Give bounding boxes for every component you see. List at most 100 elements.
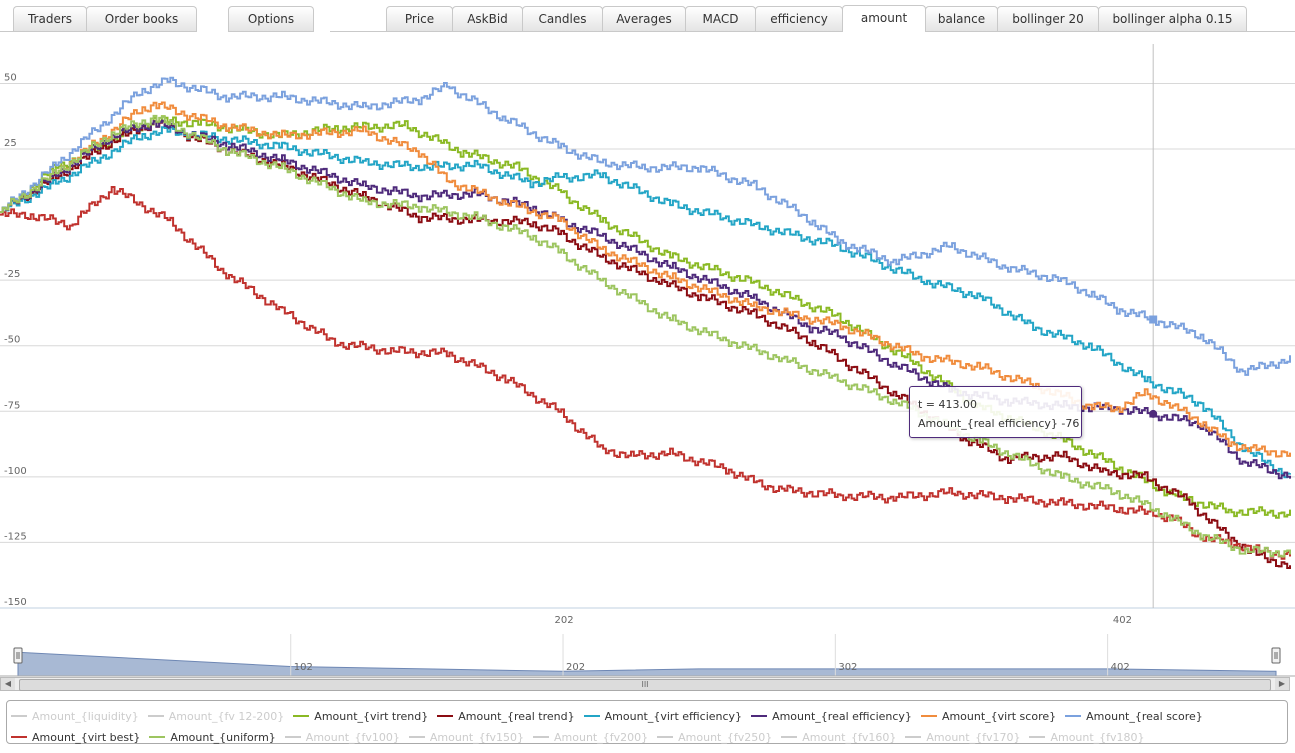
y-tick-label: -50 <box>4 335 20 346</box>
legend-item-amount-fv150[interactable]: Amount_{fv150} <box>408 729 524 747</box>
legend-symbol-icon <box>149 736 166 738</box>
tab-bar: Traders Order books Options Price AskBid… <box>0 0 1295 32</box>
legend-item-amount-uniform[interactable]: Amount_{uniform} <box>149 729 276 747</box>
tab-candles[interactable]: Candles <box>522 6 603 31</box>
y-tick-label: -25 <box>4 269 20 280</box>
tooltip-value: Amount_{real efficiency} -76 <box>918 417 1080 430</box>
legend-symbol-icon <box>1029 736 1046 738</box>
tab-efficiency[interactable]: efficiency <box>755 6 843 31</box>
legend-item-amount-virt-efficiency[interactable]: Amount_{virt efficiency} <box>583 708 743 726</box>
legend-symbol-icon <box>408 736 425 738</box>
legend-item-amount-liquidity[interactable]: Amount_{liquidity} <box>11 708 139 726</box>
legend-label: Amount_{fv160} <box>802 731 897 744</box>
tab-traders[interactable]: Traders <box>13 6 87 31</box>
series-line-amount-real-trend <box>0 120 1291 569</box>
legend-item-amount-fv170[interactable]: Amount_{fv170} <box>905 729 1020 747</box>
legend-label: Amount_{virt score} <box>941 710 1057 723</box>
legend-symbol-icon <box>284 736 301 738</box>
navigator-tick-label: 402 <box>1111 662 1130 673</box>
tab-macd[interactable]: MACD <box>685 6 756 31</box>
series-line-amount-real-score <box>0 76 1291 376</box>
range-scrollbar[interactable]: ◀ III ▶ <box>0 677 1290 691</box>
legend-symbol-icon <box>920 715 937 717</box>
legend-label: Amount_{real efficiency} <box>772 710 912 723</box>
legend-symbol-icon <box>533 736 550 738</box>
legend-label: Amount_{liquidity} <box>32 710 139 723</box>
navigator-tick-label: 102 <box>294 662 313 673</box>
legend-item-amount-fv100[interactable]: Amount_{fv100} <box>284 729 400 747</box>
legend-item-amount-real-trend[interactable]: Amount_{real trend} <box>437 708 575 726</box>
legend-label: Amount_{fv180} <box>1050 731 1145 744</box>
legend-label: Amount_{virt trend} <box>314 710 429 723</box>
x-tick-label: 402 <box>1113 615 1132 626</box>
tab-strip-line <box>330 31 1295 32</box>
legend-symbol-icon <box>11 715 27 717</box>
y-tick-label: -100 <box>4 466 27 477</box>
legend-item-amount-virt-score[interactable]: Amount_{virt score} <box>920 708 1057 726</box>
legend-label: Amount_{virt best} <box>32 731 141 744</box>
scrollbar-thumb[interactable]: III <box>19 679 1271 691</box>
tab-bollinger-20[interactable]: bollinger 20 <box>997 6 1099 31</box>
legend-label: Amount_{uniform} <box>170 731 276 744</box>
legend-item-amount-fv-12-200[interactable]: Amount_{fv 12-200} <box>147 708 285 726</box>
tab-options[interactable]: Options <box>228 6 314 31</box>
series-line-amount-virt-best <box>0 186 1291 560</box>
tab-strip-line <box>228 31 314 32</box>
legend-item-amount-real-efficiency[interactable]: Amount_{real efficiency} <box>751 708 912 726</box>
legend-symbol-icon <box>751 715 768 717</box>
navigator-right-handle[interactable] <box>1271 647 1281 664</box>
legend-symbol-icon <box>293 715 310 717</box>
x-tick-label: 202 <box>554 615 573 626</box>
legend-label: Amount_{fv250} <box>678 731 773 744</box>
chart-legend: Amount_{liquidity} Amount_{fv 12-200} Amou… <box>6 700 1288 744</box>
tab-amount[interactable]: amount <box>842 5 926 32</box>
navigator-left-handle[interactable] <box>13 647 23 664</box>
series-line-amount-virt-efficiency <box>0 126 1291 479</box>
scroll-right-arrow-icon[interactable]: ▶ <box>1275 678 1289 690</box>
y-tick-label: -150 <box>4 597 27 608</box>
navigator-tick-label: 202 <box>566 662 585 673</box>
tab-price[interactable]: Price <box>386 6 453 31</box>
series-line-amount-uniform <box>0 114 1291 558</box>
y-tick-label: -75 <box>4 400 20 411</box>
legend-item-amount-virt-trend[interactable]: Amount_{virt trend} <box>293 708 428 726</box>
scroll-left-arrow-icon[interactable]: ◀ <box>1 678 15 690</box>
y-tick-label: -125 <box>4 531 27 542</box>
legend-symbol-icon <box>905 736 922 738</box>
legend-item-amount-virt-best[interactable]: Amount_{virt best} <box>11 729 140 747</box>
legend-symbol-icon <box>657 736 674 738</box>
legend-item-amount-real-score[interactable]: Amount_{real score} <box>1065 708 1203 726</box>
legend-label: Amount_{fv170} <box>926 731 1021 744</box>
legend-symbol-icon <box>437 715 454 717</box>
navigator-area <box>17 651 1277 677</box>
chart-tooltip: t = 413.00 Amount_{real efficiency} -76 <box>909 386 1082 438</box>
legend-symbol-icon <box>11 736 27 738</box>
legend-label: Amount_{fv200} <box>554 731 649 744</box>
tab-balance[interactable]: balance <box>925 6 998 31</box>
range-navigator[interactable]: 102 202 302 402 <box>0 630 1295 677</box>
legend-label: Amount_{fv 12-200} <box>168 710 285 723</box>
tooltip-time: t = 413.00 <box>918 398 978 411</box>
legend-symbol-icon <box>583 715 600 717</box>
legend-label: Amount_{real score} <box>1086 710 1203 723</box>
legend-item-amount-fv160[interactable]: Amount_{fv160} <box>781 729 896 747</box>
series-line-amount-virt-score <box>0 101 1291 458</box>
hover-marker-real-score <box>1149 315 1158 324</box>
legend-label: Amount_{real trend} <box>458 710 575 723</box>
y-tick-label: 25 <box>4 138 17 149</box>
legend-symbol-icon <box>781 736 798 738</box>
amount-chart[interactable]: 50 25 -25 -50 -75 -100 -125 -150 202 402 <box>0 44 1295 630</box>
navigator-tick-label: 302 <box>838 662 857 673</box>
legend-item-amount-fv200[interactable]: Amount_{fv200} <box>533 729 648 747</box>
tab-averages[interactable]: Averages <box>602 6 686 31</box>
tab-bollinger-alpha[interactable]: bollinger alpha 0.15 <box>1098 6 1247 31</box>
tab-askbid[interactable]: AskBid <box>452 6 523 31</box>
tab-strip-line <box>0 31 197 32</box>
legend-label: Amount_{fv100} <box>305 731 400 744</box>
legend-item-amount-fv180[interactable]: Amount_{fv180} <box>1029 729 1145 747</box>
tab-order-books[interactable]: Order books <box>86 6 197 31</box>
legend-label: Amount_{virt efficiency} <box>604 710 743 723</box>
hover-marker-real-efficiency <box>1149 409 1158 418</box>
legend-item-amount-fv250[interactable]: Amount_{fv250} <box>657 729 772 747</box>
y-tick-label: 50 <box>4 72 17 83</box>
